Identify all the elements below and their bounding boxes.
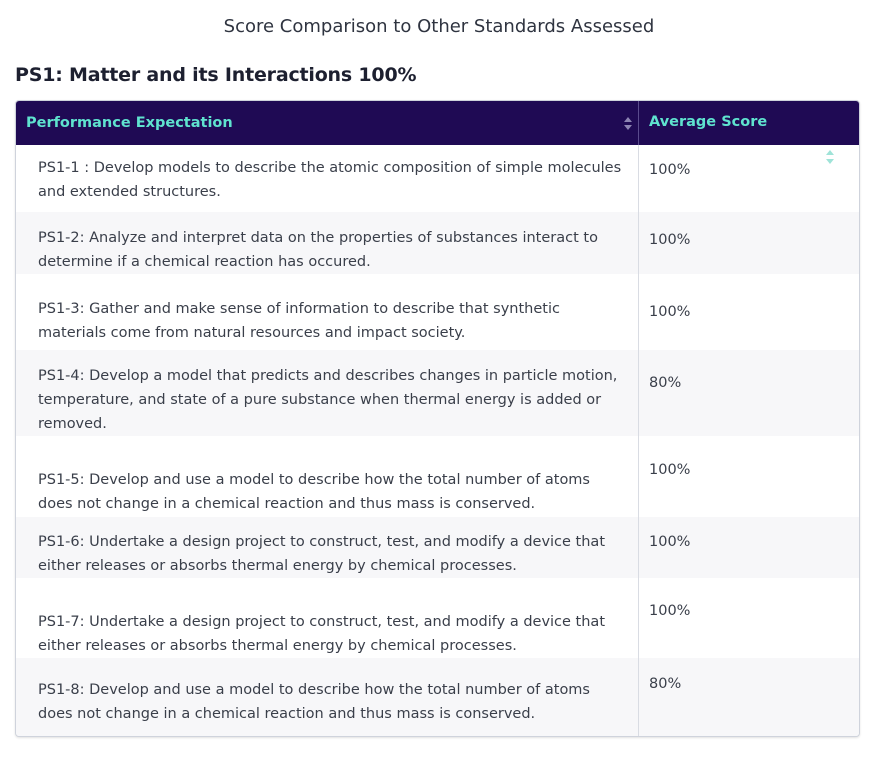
performance-expectation-cell: PS1-7: Undertake a design project to con…	[16, 578, 639, 658]
table-row: PS1-2: Analyze and interpret data on the…	[16, 212, 859, 274]
average-score-cell: 100%	[649, 232, 691, 248]
table-body: PS1-1 : Develop models to describe the a…	[16, 145, 859, 736]
performance-expectation-cell: PS1-6: Undertake a design project to con…	[16, 517, 639, 578]
scroll-updown-icon[interactable]	[826, 150, 834, 164]
performance-expectation-cell: PS1-1 : Develop models to describe the a…	[16, 145, 639, 212]
page-heading: Score Comparison to Other Standards Asse…	[223, 16, 655, 37]
performance-expectation-cell: PS1-5: Develop and use a model to descri…	[16, 436, 639, 517]
table-header: Performance Expectation Average Score	[16, 101, 859, 145]
table-row: PS1-5: Develop and use a model to descri…	[16, 436, 859, 517]
table-row: PS1-3: Gather and make sense of informat…	[16, 274, 859, 350]
table-row: PS1-6: Undertake a design project to con…	[16, 517, 859, 578]
average-score-cell: 100%	[649, 462, 691, 478]
column-header-performance-expectation[interactable]: Performance Expectation	[16, 101, 639, 145]
column-header-label: Performance Expectation	[26, 115, 233, 131]
average-score-cell: 100%	[649, 603, 691, 619]
table-row: PS1-8: Develop and use a model to descri…	[16, 658, 859, 736]
column-header-label: Average Score	[649, 113, 768, 130]
table-row: PS1-1 : Develop models to describe the a…	[16, 145, 859, 212]
section-title: PS1: Matter and its Interactions 100%	[15, 64, 417, 86]
table-row: PS1-4: Develop a model that predicts and…	[16, 350, 859, 436]
column-header-average-score[interactable]: Average Score	[639, 101, 859, 145]
average-score-cell: 80%	[649, 375, 682, 391]
table-row: PS1-7: Undertake a design project to con…	[16, 578, 859, 658]
average-score-cell: 80%	[649, 676, 682, 692]
performance-expectation-cell: PS1-4: Develop a model that predicts and…	[16, 350, 639, 436]
average-score-cell: 100%	[649, 304, 691, 320]
performance-expectation-cell: PS1-3: Gather and make sense of informat…	[16, 274, 639, 350]
average-score-cell: 100%	[649, 162, 691, 178]
performance-expectation-cell: PS1-2: Analyze and interpret data on the…	[16, 212, 639, 274]
average-score-cell: 100%	[649, 534, 691, 550]
performance-expectation-cell: PS1-8: Develop and use a model to descri…	[16, 658, 639, 736]
score-table: Performance Expectation Average Score PS…	[15, 100, 860, 737]
sort-updown-icon[interactable]	[624, 117, 632, 130]
